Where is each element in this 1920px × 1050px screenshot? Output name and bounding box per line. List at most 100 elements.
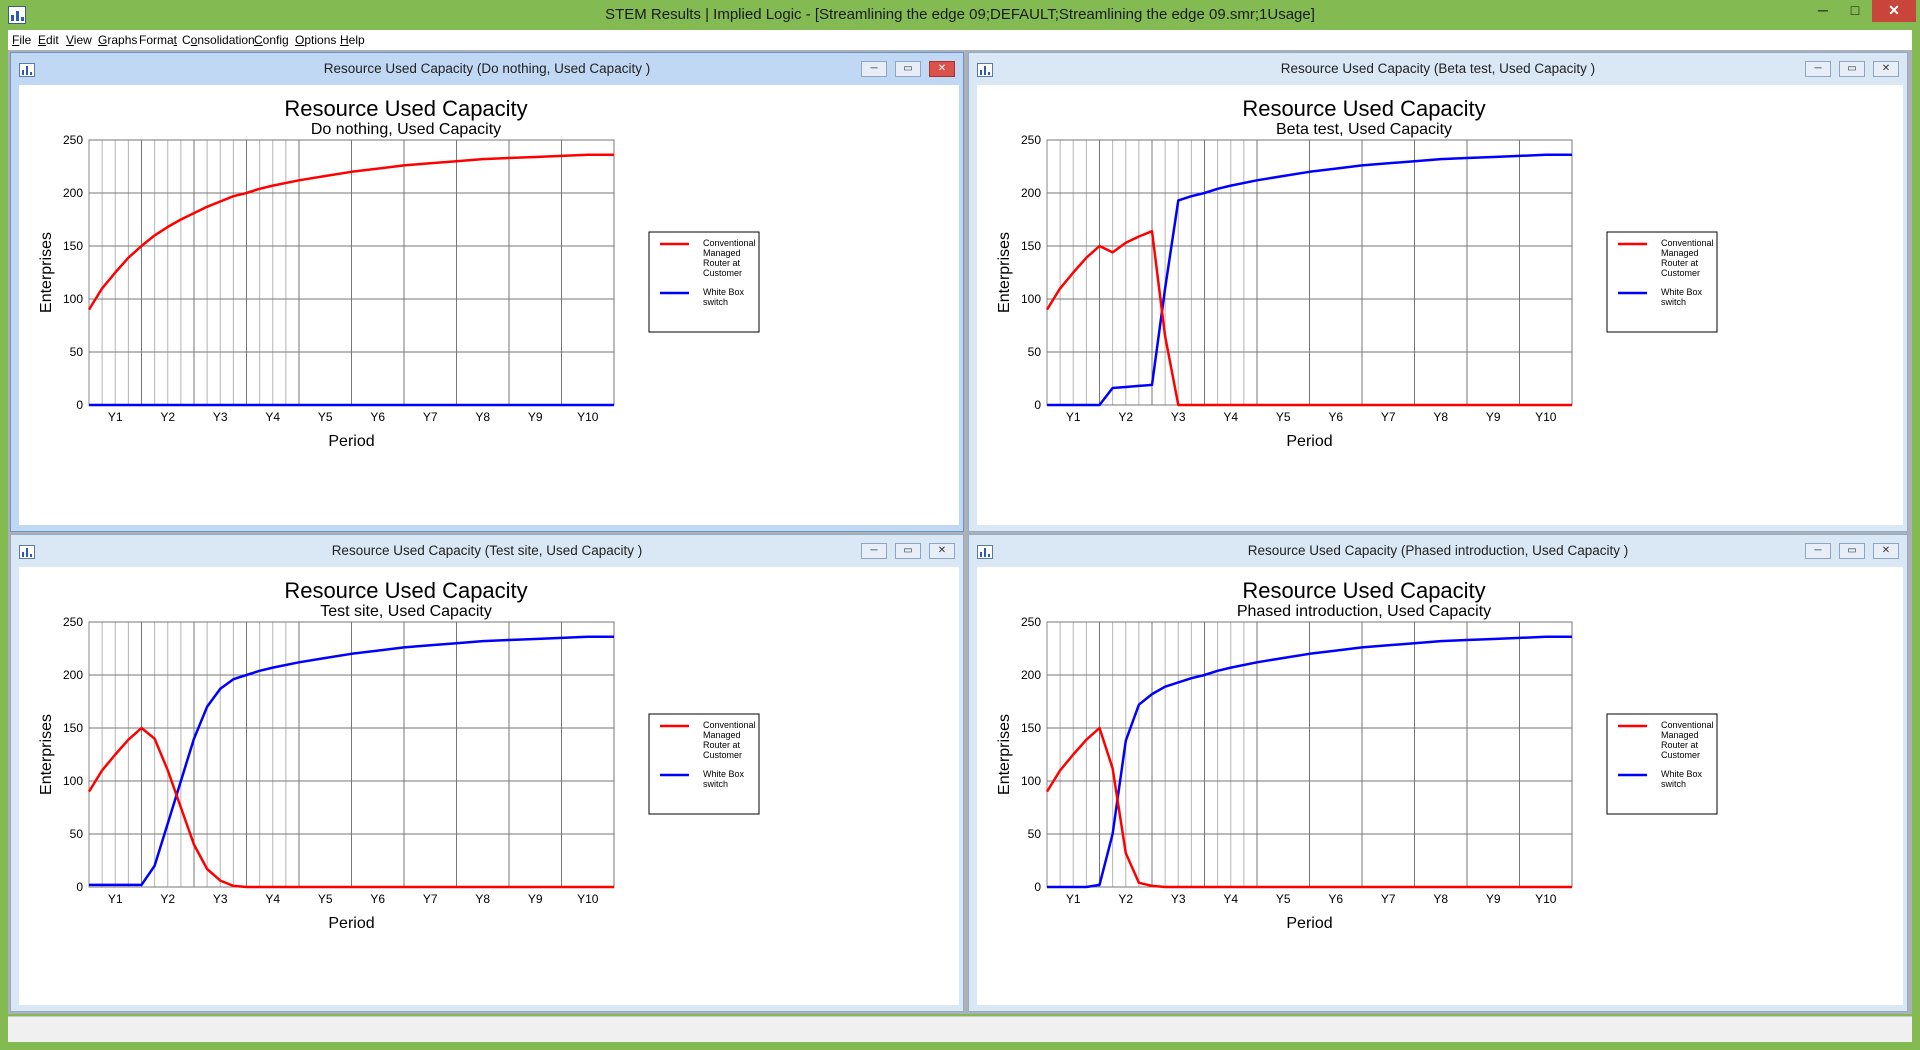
x-tick-label: Y9 [1486, 892, 1501, 906]
chart-window-icon[interactable] [977, 63, 993, 77]
y-tick-label: 250 [1021, 615, 1041, 629]
y-tick-label: 0 [76, 398, 83, 412]
gridlines [1047, 139, 1573, 406]
y-tick-label: 50 [70, 345, 84, 359]
chart-window-test-site[interactable]: Resource Used Capacity (Test site, Used … [10, 534, 964, 1012]
chart-window-beta-test[interactable]: Resource Used Capacity (Beta test, Used … [968, 52, 1908, 532]
legend-box [648, 713, 760, 815]
chart-window-icon[interactable] [19, 63, 35, 77]
chart-window-titlebar[interactable]: Resource Used Capacity (Test site, Used … [11, 535, 963, 565]
chart-window-restore-button[interactable]: ▭ [895, 543, 921, 559]
chart-window-minimize-button[interactable]: ─ [1805, 543, 1831, 559]
menu-file[interactable]: File [12, 33, 32, 47]
chart-window-do-nothing[interactable]: Resource Used Capacity (Do nothing, Used… [10, 52, 964, 532]
x-tick-label: Y10 [577, 892, 599, 906]
chart-window-restore-button[interactable]: ▭ [895, 61, 921, 77]
y-tick-label: 200 [1021, 186, 1041, 200]
x-tick-label: Y2 [1118, 410, 1133, 424]
y-tick-label: 250 [63, 133, 83, 147]
chart-area: Resource Used Capacity Beta test, Used Ca… [977, 85, 1903, 525]
menu-options[interactable]: Options [295, 33, 337, 47]
chart-window-restore-button[interactable]: ▭ [1839, 543, 1865, 559]
chart-window-phased-introduction[interactable]: Resource Used Capacity (Phased introduct… [968, 534, 1908, 1012]
menu-view[interactable]: View [66, 33, 92, 47]
legend-box [1606, 713, 1718, 815]
legend: Conventional Managed Router at Customer Whit… [1606, 231, 1718, 333]
x-tick-label: Y2 [160, 410, 175, 424]
legend: Conventional Managed Router at Customer Whit… [648, 231, 760, 333]
chart-area: Resource Used Capacity Phased introductio… [977, 567, 1903, 1005]
status-bar [8, 1016, 1912, 1042]
y-tick-label: 100 [63, 292, 83, 306]
x-tick-label: Y7 [423, 410, 438, 424]
series-line-conventional-router [1045, 229, 1572, 407]
y-tick-label: 200 [1021, 668, 1041, 682]
menu-consolidation[interactable]: Consolidation [182, 33, 255, 47]
x-tick-label: Y9 [1486, 410, 1501, 424]
y-axis-label: Enterprises [38, 232, 55, 313]
legend-label: Conventional Managed Router at Customer [1661, 720, 1714, 760]
chart-window-icon[interactable] [977, 545, 993, 559]
menu-edit[interactable]: Edit [38, 33, 59, 47]
x-axis-label: Period [1286, 915, 1332, 932]
x-tick-label: Y2 [160, 892, 175, 906]
chart-window-close-button[interactable]: ✕ [929, 61, 955, 77]
x-tick-label: Y9 [528, 410, 543, 424]
legend-label: Conventional Managed Router at Customer [703, 720, 756, 760]
chart-window-close-button[interactable]: ✕ [929, 543, 955, 559]
y-tick-label: 0 [1034, 880, 1041, 894]
x-tick-label: Y5 [318, 892, 333, 906]
x-tick-label: Y6 [1328, 410, 1343, 424]
chart-window-close-button[interactable]: ✕ [1873, 61, 1899, 77]
chart-window-caption: Resource Used Capacity (Phased introduct… [1247, 543, 1629, 558]
minimize-button[interactable]: ─ [1818, 2, 1828, 18]
x-tick-label: Y3 [1171, 892, 1186, 906]
y-tick-label: 200 [63, 668, 83, 682]
legend-label: White Box switch [1661, 769, 1703, 789]
menu-help[interactable]: Help [340, 33, 365, 47]
chart-window-minimize-button[interactable]: ─ [1805, 61, 1831, 77]
maximize-button[interactable]: □ [1850, 2, 1860, 18]
menu-config[interactable]: Config [254, 33, 289, 47]
chart-window-minimize-button[interactable]: ─ [861, 61, 887, 77]
menu-format[interactable]: Format [139, 33, 178, 47]
x-tick-label: Y8 [1433, 410, 1448, 424]
chart-window-titlebar[interactable]: Resource Used Capacity (Phased introduct… [969, 535, 1907, 565]
title-bar[interactable]: STEM Results | Implied Logic - [Streamli… [0, 0, 1920, 30]
x-tick-label: Y10 [577, 410, 599, 424]
y-tick-label: 150 [63, 721, 83, 735]
y-tick-label: 0 [76, 880, 83, 894]
x-tick-label: Y4 [1223, 410, 1238, 424]
chart-window-close-button[interactable]: ✕ [1873, 543, 1899, 559]
chart-window-titlebar[interactable]: Resource Used Capacity (Beta test, Used … [969, 53, 1907, 83]
legend-box [648, 231, 760, 333]
chart-subtitle: Phased introduction, Used Capacity [1237, 603, 1491, 620]
x-tick-label: Y2 [1118, 892, 1133, 906]
chart-window-caption: Resource Used Capacity (Do nothing, Used… [323, 61, 651, 76]
app-chart-icon[interactable] [8, 6, 26, 24]
x-tick-label: Y9 [528, 892, 543, 906]
menu-graphs[interactable]: Graphs [98, 33, 138, 47]
gridlines [1047, 621, 1573, 888]
chart-window-restore-button[interactable]: ▭ [1839, 61, 1865, 77]
menu-bar: File Edit View Graphs Format Consolidation Con… [8, 30, 1912, 50]
chart-subtitle: Do nothing, Used Capacity [311, 121, 501, 138]
series-line-conventional-router [87, 153, 614, 311]
y-tick-label: 250 [63, 615, 83, 629]
chart-window-minimize-button[interactable]: ─ [861, 543, 887, 559]
y-tick-label: 150 [1021, 239, 1041, 253]
x-tick-label: Y10 [1535, 410, 1557, 424]
legend-box [1606, 231, 1718, 333]
chart-window-icon[interactable] [19, 545, 35, 559]
y-tick-label: 50 [70, 827, 84, 841]
chart-window-caption: Resource Used Capacity (Test site, Used … [331, 543, 643, 558]
x-tick-label: Y3 [213, 892, 228, 906]
x-tick-label: Y6 [370, 892, 385, 906]
x-tick-label: Y4 [1223, 892, 1238, 906]
close-button[interactable]: ✕ [1872, 0, 1916, 22]
y-tick-label: 100 [1021, 292, 1041, 306]
chart-window-titlebar[interactable]: Resource Used Capacity (Do nothing, Used… [11, 53, 963, 83]
